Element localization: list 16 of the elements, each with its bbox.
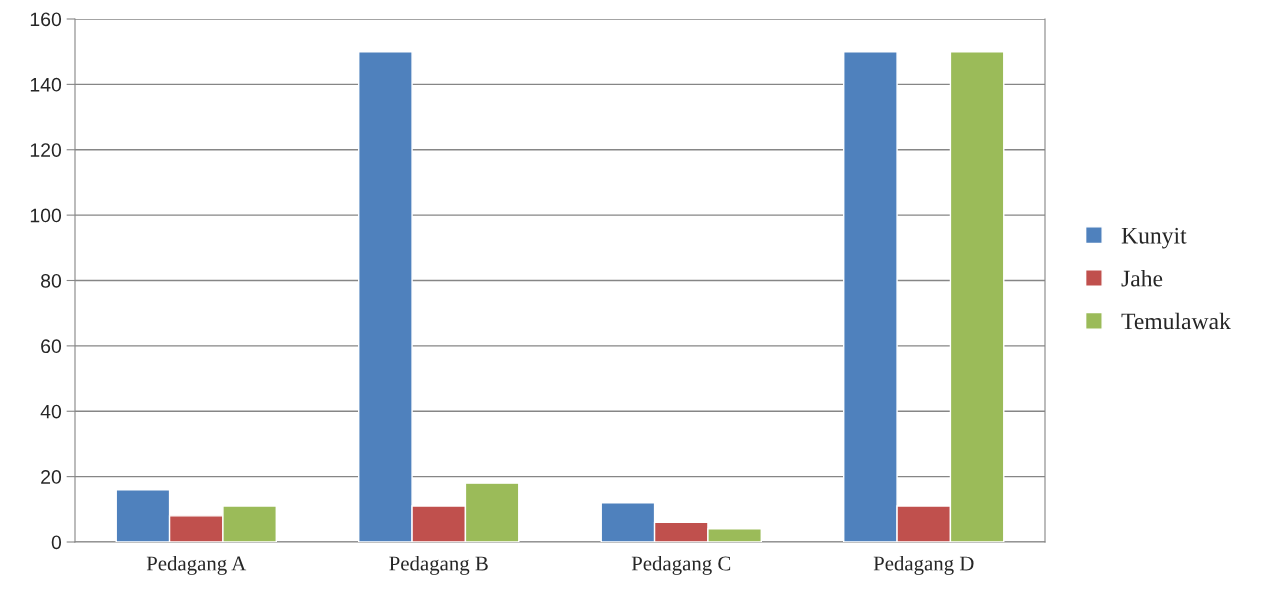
y-tick-label: 20 — [41, 470, 62, 484]
y-tick-label: 120 — [30, 143, 62, 157]
y-tick-label: 60 — [41, 339, 62, 354]
y-tick-label: 100 — [30, 208, 62, 223]
y-tick-label: 160 — [30, 12, 62, 27]
x-tick-label: Pedagang A — [146, 555, 247, 575]
legend-label: Jahe — [1121, 269, 1163, 287]
y-tick-label: 40 — [40, 404, 62, 419]
x-tick-label: Pedagang D — [873, 555, 974, 575]
x-tick-label: Pedagang C — [631, 555, 731, 575]
y-tick-label: 80 — [41, 273, 62, 288]
y-tick-label: 0 — [51, 535, 62, 550]
x-tick-label: Pedagang B — [389, 555, 488, 575]
y-tick-label: 140 — [30, 77, 62, 92]
legend-label: Kunyit — [1121, 227, 1187, 249]
legend-label: Temulawak — [1121, 312, 1231, 330]
